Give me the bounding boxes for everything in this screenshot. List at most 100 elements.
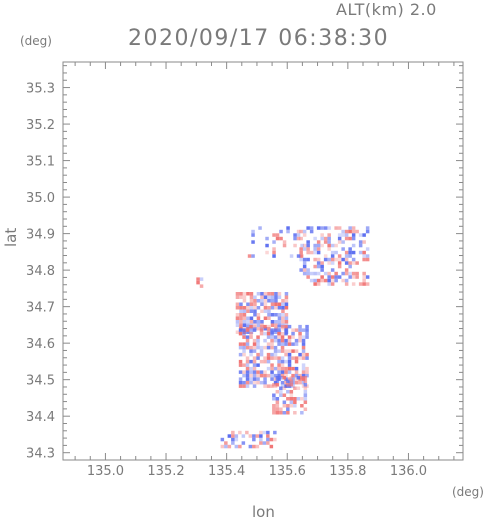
heatmap-cell <box>296 386 301 390</box>
heatmap-cell <box>199 284 204 288</box>
heatmap-cell <box>252 434 256 438</box>
heatmap-cell <box>281 313 285 317</box>
heatmap-cell <box>253 309 257 313</box>
heatmap-cell <box>273 430 277 435</box>
heatmap-cell <box>284 295 289 299</box>
heatmap-cell <box>249 345 253 350</box>
heatmap-cell <box>242 373 246 378</box>
heatmap-cell <box>266 373 271 378</box>
heatmap-cell <box>306 268 310 272</box>
heatmap-cell <box>263 306 268 310</box>
heatmap-cell <box>252 359 257 364</box>
heatmap-cell <box>256 363 260 367</box>
heatmap-cell <box>306 243 310 248</box>
heatmap-cell <box>272 247 276 251</box>
heatmap-cell <box>274 302 278 306</box>
heatmap-cell <box>274 299 278 303</box>
heatmap-cell <box>334 257 338 262</box>
heatmap-cell <box>337 233 342 237</box>
heatmap-cell <box>266 434 270 438</box>
heatmap-cell <box>259 380 264 385</box>
heatmap-cell <box>351 275 356 279</box>
heatmap-cell <box>289 254 294 258</box>
heatmap-cell <box>238 430 242 435</box>
heatmap-cell <box>253 302 257 306</box>
heatmap-cell <box>348 247 352 251</box>
heatmap-cell <box>300 404 304 408</box>
heatmap-cell <box>259 441 263 445</box>
heatmap-cell <box>281 316 285 320</box>
heatmap-cell <box>341 271 345 276</box>
heatmap-cell <box>316 247 321 251</box>
heatmap-cell <box>260 302 264 306</box>
heatmap-cell <box>239 292 243 296</box>
heatmap-cell <box>355 271 359 276</box>
heatmap-cell <box>270 345 274 350</box>
heatmap-cell <box>263 373 267 378</box>
heatmap-cell <box>224 441 228 445</box>
heatmap-cell <box>348 264 352 269</box>
heatmap-cell <box>273 380 278 385</box>
heatmap-cell <box>275 233 280 237</box>
heatmap-cell <box>256 335 260 339</box>
heatmap-cell <box>242 309 247 313</box>
heatmap-cell <box>249 306 254 310</box>
heatmap-cell <box>298 335 302 339</box>
heatmap-cell <box>263 377 267 381</box>
heatmap-cell <box>256 306 261 310</box>
heatmap-cell <box>270 363 274 367</box>
heatmap-cell <box>287 359 292 364</box>
heatmap-cell <box>277 331 281 336</box>
heatmap-cell <box>294 356 299 360</box>
heatmap-cell <box>259 352 264 357</box>
heatmap-cell <box>196 280 200 285</box>
heatmap-cell <box>260 323 264 327</box>
heatmap-cell <box>316 261 321 265</box>
heatmap-cell <box>327 247 331 251</box>
heatmap-cell <box>286 379 290 383</box>
heatmap-cell <box>300 397 304 401</box>
heatmap-cell <box>263 295 268 299</box>
heatmap-cell <box>245 370 250 374</box>
x-tick-label: 135.0 <box>87 464 124 479</box>
heatmap-cell <box>301 366 306 371</box>
heatmap-cell <box>316 240 321 244</box>
heatmap-cell <box>245 363 250 367</box>
heatmap-cell <box>313 247 317 251</box>
heatmap-cell <box>246 302 250 306</box>
heatmap-cell <box>296 233 301 237</box>
heatmap-cell <box>270 302 275 306</box>
heatmap-cell <box>266 331 271 336</box>
heatmap-cell <box>274 295 278 299</box>
heatmap-cell <box>293 400 297 404</box>
heatmap-cell <box>270 331 274 336</box>
heatmap-cell <box>231 430 235 435</box>
heatmap-cell <box>238 359 243 364</box>
heatmap-cell <box>277 324 281 329</box>
heatmap-cell <box>287 324 292 329</box>
heatmap-cell <box>256 377 260 381</box>
heatmap-cell <box>306 250 310 255</box>
heatmap-cell <box>362 275 366 279</box>
heatmap-cell <box>273 366 278 371</box>
heatmap-cell <box>253 295 257 299</box>
heatmap-cell <box>251 233 255 237</box>
heatmap-cell <box>362 254 366 258</box>
heatmap-cell <box>351 250 356 255</box>
heatmap-cell <box>284 338 288 343</box>
heatmap-cell <box>341 278 345 283</box>
heatmap-cell <box>249 324 253 329</box>
heatmap-cell <box>341 240 345 244</box>
heatmap-cell <box>249 295 254 299</box>
heatmap-cell <box>255 444 260 449</box>
heatmap-cell <box>238 380 243 385</box>
heatmap-cell <box>267 306 271 310</box>
heatmap-cell <box>242 345 246 350</box>
heatmap-cell <box>259 359 264 364</box>
heatmap-cell <box>277 328 281 332</box>
heatmap-cell <box>235 306 240 310</box>
heatmap-cell <box>251 229 255 234</box>
heatmap-cell <box>294 349 299 353</box>
heatmap-cell <box>235 313 240 317</box>
heatmap-cell <box>323 254 328 258</box>
